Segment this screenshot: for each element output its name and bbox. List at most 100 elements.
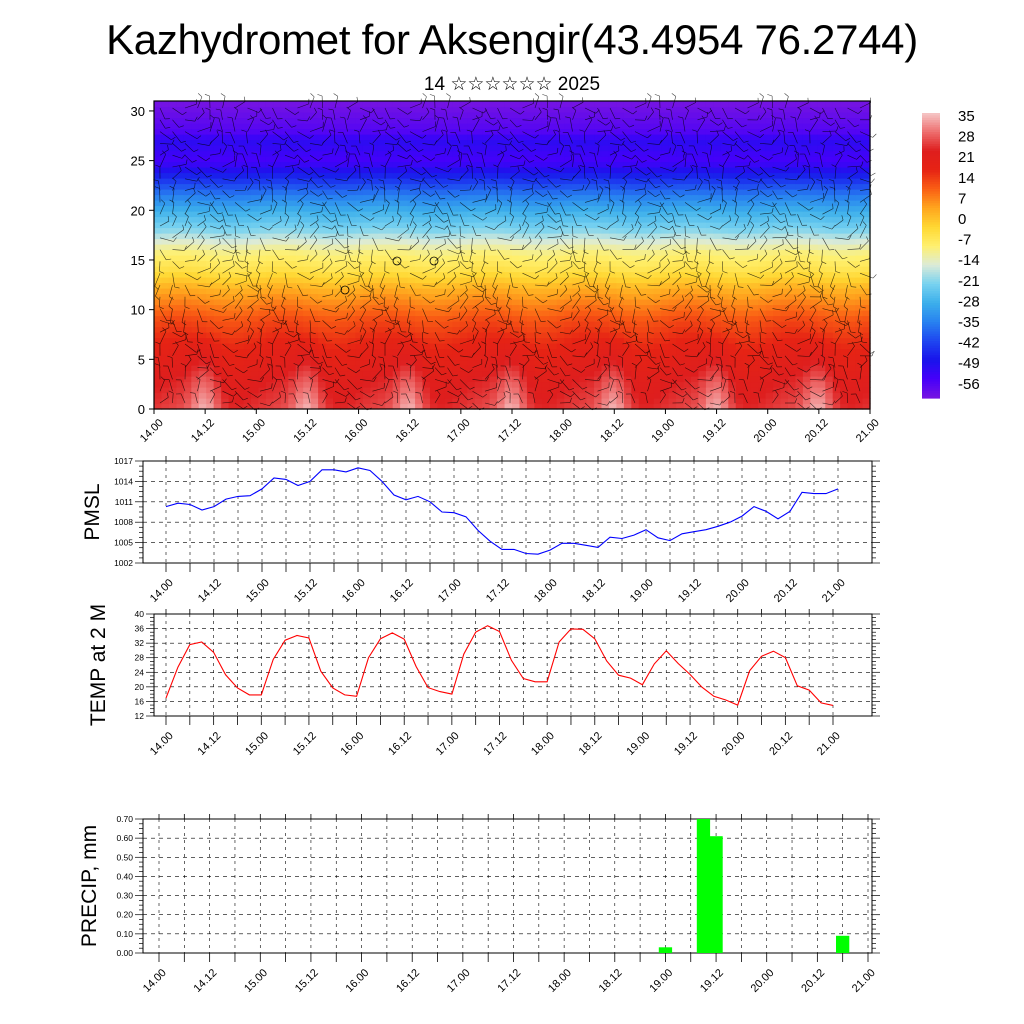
precip-y-tick-label: 0.60: [116, 833, 133, 843]
pmsl-x-tick-label: 17.00: [436, 577, 464, 605]
heatmap-x-tick-label: 15.00: [240, 417, 268, 445]
precip-x-tick-label: 14.00: [141, 967, 169, 995]
heatmap-x-tick-label: 14.12: [189, 417, 217, 445]
pmsl-x-tick-label: 20.12: [772, 577, 800, 605]
precip-y-tick-label: 0.10: [116, 929, 133, 939]
precip-y-tick-label: 0.20: [116, 910, 133, 920]
heatmap-x-tick-label: 21.00: [854, 417, 882, 445]
temp-y-tick-label: 36: [135, 624, 145, 634]
precip-bar: [709, 836, 723, 953]
colorbar-label: -56: [958, 376, 980, 393]
calm-wind-marker: [392, 256, 402, 266]
pmsl-x-tick-label: 17.12: [484, 577, 512, 605]
pmsl-y-tick-label: 1014: [114, 476, 133, 486]
temp-x-tick-label: 15.00: [243, 730, 271, 758]
temp-x-tick-label: 19.00: [624, 730, 652, 758]
temp-y-tick-label: 32: [135, 638, 145, 648]
temp-y-tick-label: 20: [135, 682, 145, 692]
chart-title: Kazhydromet for Aksengir(43.4954 76.2744…: [106, 16, 918, 63]
heatmap-x-tick-label: 19.00: [649, 417, 677, 445]
pmsl-x-tick-label: 16.12: [388, 577, 416, 605]
precip-x-tick-label: 20.00: [749, 967, 777, 995]
pmsl-x-tick-label: 14.12: [196, 577, 224, 605]
colorbar-label: 21: [958, 149, 975, 166]
heatmap-x-tick-label: 18.12: [598, 417, 626, 445]
heatmap-x-tick-label: 18.00: [547, 417, 575, 445]
precip-x-tick-label: 16.00: [343, 967, 371, 995]
heatmap-x-tick-label: 20.00: [752, 417, 780, 445]
heatmap-y-tick-label: 5: [138, 352, 145, 367]
temp-x-tick-label: 18.00: [529, 730, 557, 758]
heatmap-x-tick-label: 14.00: [138, 417, 166, 445]
pmsl-y-tick-label: 1005: [114, 538, 133, 548]
colorbar-label: -7: [958, 232, 971, 249]
pmsl-x-tick-label: 19.00: [628, 577, 656, 605]
temp-x-tick-label: 20.12: [767, 730, 795, 758]
precip-panel: 0.00 0.10 0.20 0.30 0.40 0.50 0.60 0.70 14.00 14.…: [78, 814, 880, 995]
precip-x-tick-label: 15.00: [242, 967, 270, 995]
wind-barbs: [153, 93, 877, 411]
precip-x-tick-label: 14.12: [192, 967, 220, 995]
heatmap-x-tick-label: 17.00: [445, 417, 473, 445]
colorbar-label: -49: [958, 355, 980, 372]
pmsl-y-tick-label: 1017: [114, 456, 133, 466]
temp-x-tick-label: 14.00: [148, 730, 176, 758]
calm-wind-marker: [429, 256, 439, 266]
heatmap-y-tick-label: 20: [131, 203, 145, 218]
heatmap-x-tick-label: 17.12: [496, 417, 524, 445]
heatmap-y-tick-label: 30: [131, 104, 145, 119]
colorbar-label: 0: [958, 211, 966, 228]
precip-x-tick-label: 21.00: [850, 967, 878, 995]
temp-x-tick-label: 17.00: [434, 730, 462, 758]
colorbar-label: -42: [958, 335, 980, 352]
temp-y-tick-label: 16: [135, 696, 145, 706]
precip-y-tick-label: 0.30: [116, 891, 133, 901]
temp-y-tick-label: 40: [135, 609, 145, 619]
precip-y-tick-label: 0.40: [116, 871, 133, 881]
precip-y-tick-label: 0.00: [116, 948, 133, 958]
pmsl-x-tick-label: 16.00: [340, 577, 368, 605]
pmsl-panel: 1002 1005 1008 1011 1014 1017 14.00 14.12 15.00 1…: [81, 456, 880, 605]
colorbar-label: -28: [958, 293, 980, 310]
precip-y-axis-label: PRECIP, mm: [78, 825, 101, 947]
heatmap-x-tick-label: 15.12: [291, 417, 319, 445]
pmsl-x-tick-label: 15.12: [292, 577, 320, 605]
pmsl-x-tick-label: 20.00: [724, 577, 752, 605]
precip-x-tick-label: 19.12: [698, 967, 726, 995]
calm-wind-marker: [340, 285, 350, 295]
precip-x-tick-label: 20.12: [799, 967, 827, 995]
temp-x-tick-label: 19.12: [672, 730, 700, 758]
temp-x-tick-label: 20.00: [720, 730, 748, 758]
pmsl-x-tick-label: 19.12: [676, 577, 704, 605]
pmsl-series-line: [165, 467, 839, 555]
precip-y-tick-label: 0.50: [116, 852, 133, 862]
pmsl-x-tick-label: 21.00: [820, 577, 848, 605]
temp-x-tick-label: 14.12: [196, 730, 224, 758]
colorbar-label: 14: [958, 170, 975, 187]
chart-subtitle: 14 ☆☆☆☆☆☆ 2025: [423, 74, 601, 95]
pmsl-y-axis-label: PMSL: [81, 483, 104, 540]
heatmap-y-tick-label: 25: [131, 154, 145, 169]
heatmap-y-tick-label: 0: [138, 402, 145, 417]
temp-series-line: [165, 625, 834, 706]
pmsl-y-tick-label: 1008: [114, 517, 133, 527]
temp-x-tick-label: 16.00: [338, 730, 366, 758]
precip-bar: [658, 947, 673, 953]
pmsl-y-tick-label: 1011: [115, 497, 134, 507]
precip-x-tick-label: 18.12: [597, 967, 625, 995]
precip-x-tick-label: 17.00: [445, 967, 473, 995]
precip-y-tick-label: 0.70: [116, 814, 133, 824]
precip-x-tick-label: 15.12: [293, 967, 321, 995]
colorbar-label: 35: [958, 108, 975, 125]
pmsl-x-tick-label: 14.00: [148, 577, 176, 605]
colorbar-label: -14: [958, 252, 980, 269]
temp-y-tick-label: 24: [135, 667, 145, 677]
precip-x-tick-label: 18.00: [546, 967, 574, 995]
heatmap-y-tick-label: 10: [131, 303, 145, 318]
temp-panel: 12 16 20 24 28 32 36 40 14.00 14.12 15.00 15.12 16.0…: [87, 604, 880, 758]
pmsl-y-tick-label: 1002: [114, 558, 133, 568]
pmsl-x-tick-label: 18.12: [580, 577, 608, 605]
colorbar-label: -21: [958, 273, 980, 290]
temp-y-tick-label: 28: [135, 653, 145, 663]
